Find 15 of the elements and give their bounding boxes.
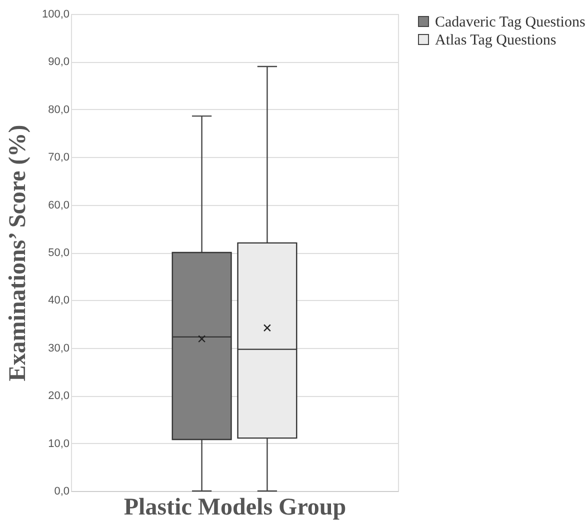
y-tick-label: 60,0 [48, 199, 70, 212]
y-tick-label: 70,0 [48, 152, 70, 164]
y-tick-label: 40,0 [48, 294, 70, 307]
legend-label: Atlas Tag Questions [435, 32, 556, 48]
y-axis-title: Examinations’ Score (%) [4, 124, 31, 382]
y-tick-label: 50,0 [48, 247, 70, 259]
y-tick-label: 80,0 [48, 104, 70, 116]
x-axis-title: Plastic Models Group [124, 494, 346, 520]
y-tick-label: 100,0 [42, 8, 70, 20]
legend-label: Cadaveric Tag Questions [435, 14, 586, 30]
y-tick-label: 30,0 [48, 342, 70, 354]
y-tick-label: 0,0 [54, 486, 70, 498]
y-tick-label: 90,0 [48, 56, 70, 68]
y-tick-label: 10,0 [48, 438, 70, 450]
y-tick-label: 20,0 [48, 390, 70, 402]
